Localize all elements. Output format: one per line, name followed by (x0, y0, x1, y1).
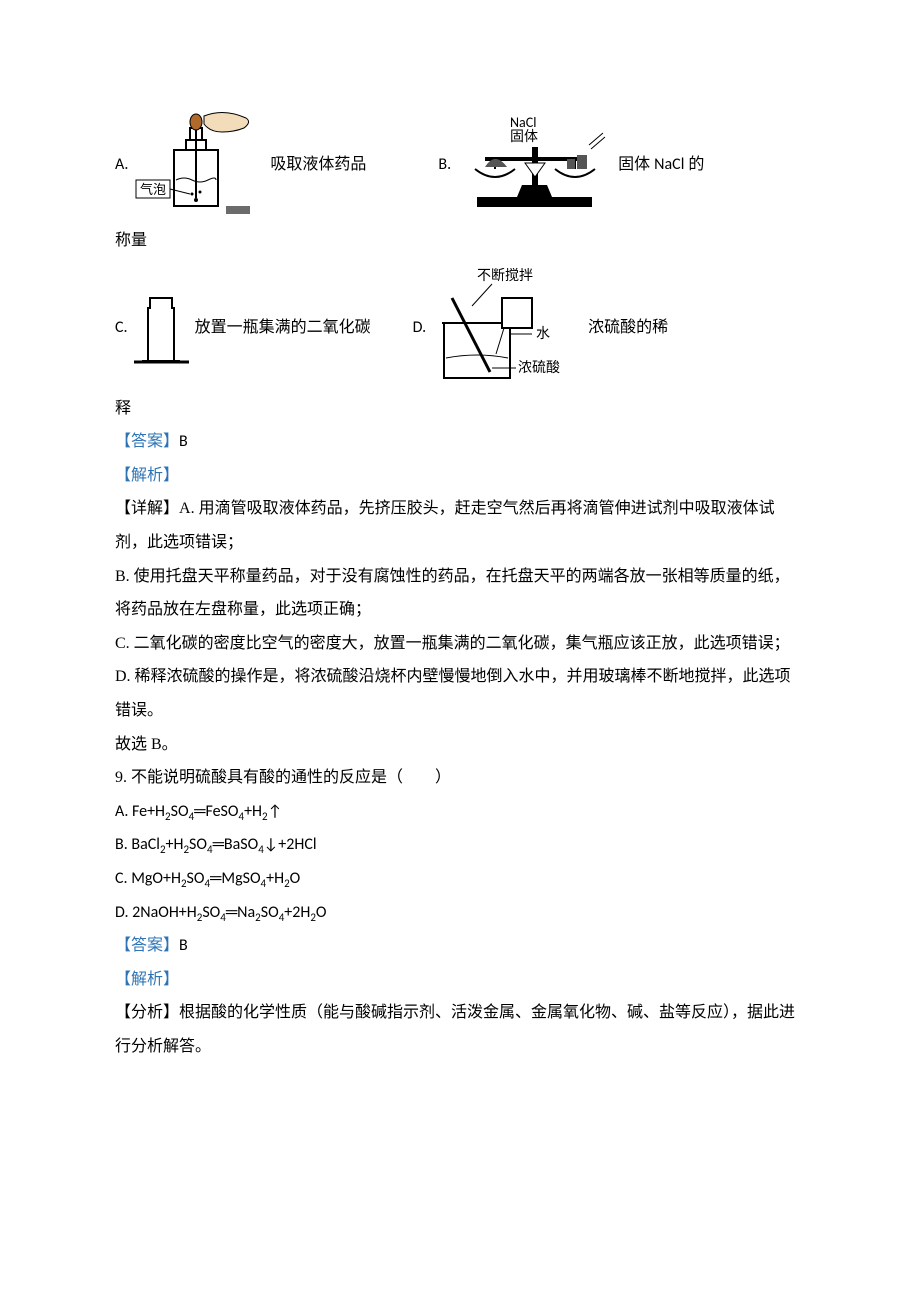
q9-fenxi: 【分析】根据酸的化学性质（能与酸碱指示剂、活泼金属、金属氧化物、碱、盐等反应），… (115, 996, 805, 1063)
brkr2: 】 (163, 467, 179, 484)
q8-jiexi-line: 【解析】 (115, 459, 805, 493)
option-b-caption: 固体 NaCl 的 (618, 148, 704, 182)
bottle-svg (134, 288, 189, 368)
stir-label: 不断搅拌 (477, 268, 533, 284)
option-c-caption: 放置一瓶集满的二氧化碳 (195, 311, 371, 345)
brkr4: 】 (163, 971, 179, 988)
brkr3: 】 (163, 937, 179, 954)
brkl4: 【 (115, 971, 131, 988)
option-d-label: D. (413, 311, 427, 345)
q8-conclusion: 故选 B。 (115, 728, 805, 762)
figure-b: NaCl 固体 (457, 115, 612, 215)
q9-stem: 9. 不能说明硫酸具有酸的通性的反应是（ ） (115, 761, 805, 795)
det-a: A. 用滴管吸取液体药品，先挤压胶头，赶走空气然后再将滴管伸进试剂中吸取液体试剂… (115, 500, 775, 551)
brkl1: 【 (115, 433, 131, 450)
q9-b: B. BaCl2+H2SO4═BaSO4↓+2HCl (115, 828, 805, 862)
option-d-continuation: 释 (115, 392, 805, 426)
page: A. (0, 0, 920, 1302)
q9-c: C. MgO+H2SO4═MgSO4+H2O (115, 862, 805, 896)
dropper-svg: 气泡 (134, 110, 264, 220)
acid-label: 浓硫酸 (518, 360, 560, 376)
nacl-text: NaCl (510, 115, 536, 131)
figure-d: 不断搅拌 水 浓硫酸 (432, 268, 582, 388)
option-c-label: C. (115, 311, 128, 345)
solid-text: 固体 (510, 129, 538, 145)
q8-answer-line: 【答案】B (115, 425, 805, 459)
bubble-label-text: 气泡 (140, 182, 166, 197)
jiexi-lbl-1: 解析 (131, 467, 163, 484)
q9-answer: B (179, 936, 188, 955)
b-nacl: NaCl (654, 155, 684, 174)
figure-c (134, 288, 189, 368)
ans-lbl-2: 答案 (131, 937, 163, 954)
q8-detail-c: C. 二氧化碳的密度比空气的密度大，放置一瓶集满的二氧化碳，集气瓶应该正放，此选… (115, 627, 805, 661)
balance-svg: NaCl 固体 (457, 115, 612, 215)
option-d-caption: 浓硫酸的稀 (588, 311, 668, 345)
option-a-caption: 吸取液体药品 (270, 148, 366, 182)
option-b-continuation: 称量 (115, 224, 805, 258)
fenxi-text: 根据酸的化学性质（能与酸碱指示剂、活泼金属、金属氧化物、碱、盐等反应），据此进行… (115, 1004, 795, 1055)
brkr1: 】 (163, 433, 179, 450)
water-label: 水 (536, 326, 550, 342)
fenxi-lbl: 【分析】 (115, 1004, 179, 1021)
q9-a: A. Fe+H2SO4═FeSO4+H2↑ (115, 795, 805, 829)
b-post: 的 (684, 156, 704, 173)
option-row-ab: A. (115, 110, 805, 220)
brkl3: 【 (115, 937, 131, 954)
q9-answer-line: 【答案】B (115, 929, 805, 963)
option-b-label: B. (438, 148, 451, 182)
q8-detail-d: D. 稀释浓硫酸的操作是，将浓硫酸沿烧杯内壁慢慢地倒入水中，并用玻璃棒不断地搅拌… (115, 660, 805, 727)
detail-lbl: 【详解】 (115, 500, 179, 517)
q8-answer: B (179, 432, 188, 451)
option-row-cd: C. 放置一瓶集满的二氧化碳 D. 不断搅拌 (115, 268, 805, 388)
q8-detail-a: 【详解】A. 用滴管吸取液体药品，先挤压胶头，赶走空气然后再将滴管伸进试剂中吸取… (115, 492, 805, 559)
q8-detail-b: B. 使用托盘天平称量药品，对于没有腐蚀性的药品，在托盘天平的两端各放一张相等质… (115, 560, 805, 627)
figure-a: 气泡 (134, 110, 264, 220)
dilute-svg: 不断搅拌 水 浓硫酸 (432, 268, 582, 388)
b-pre: 固体 (618, 156, 654, 173)
brkl2: 【 (115, 467, 131, 484)
ans-lbl-1: 答案 (131, 433, 163, 450)
option-a-label: A. (115, 148, 128, 182)
jiexi-lbl-2: 解析 (131, 971, 163, 988)
q9-d: D. 2NaOH+H2SO4═Na2SO4+2H2O (115, 896, 805, 930)
q9-jiexi-line: 【解析】 (115, 963, 805, 997)
